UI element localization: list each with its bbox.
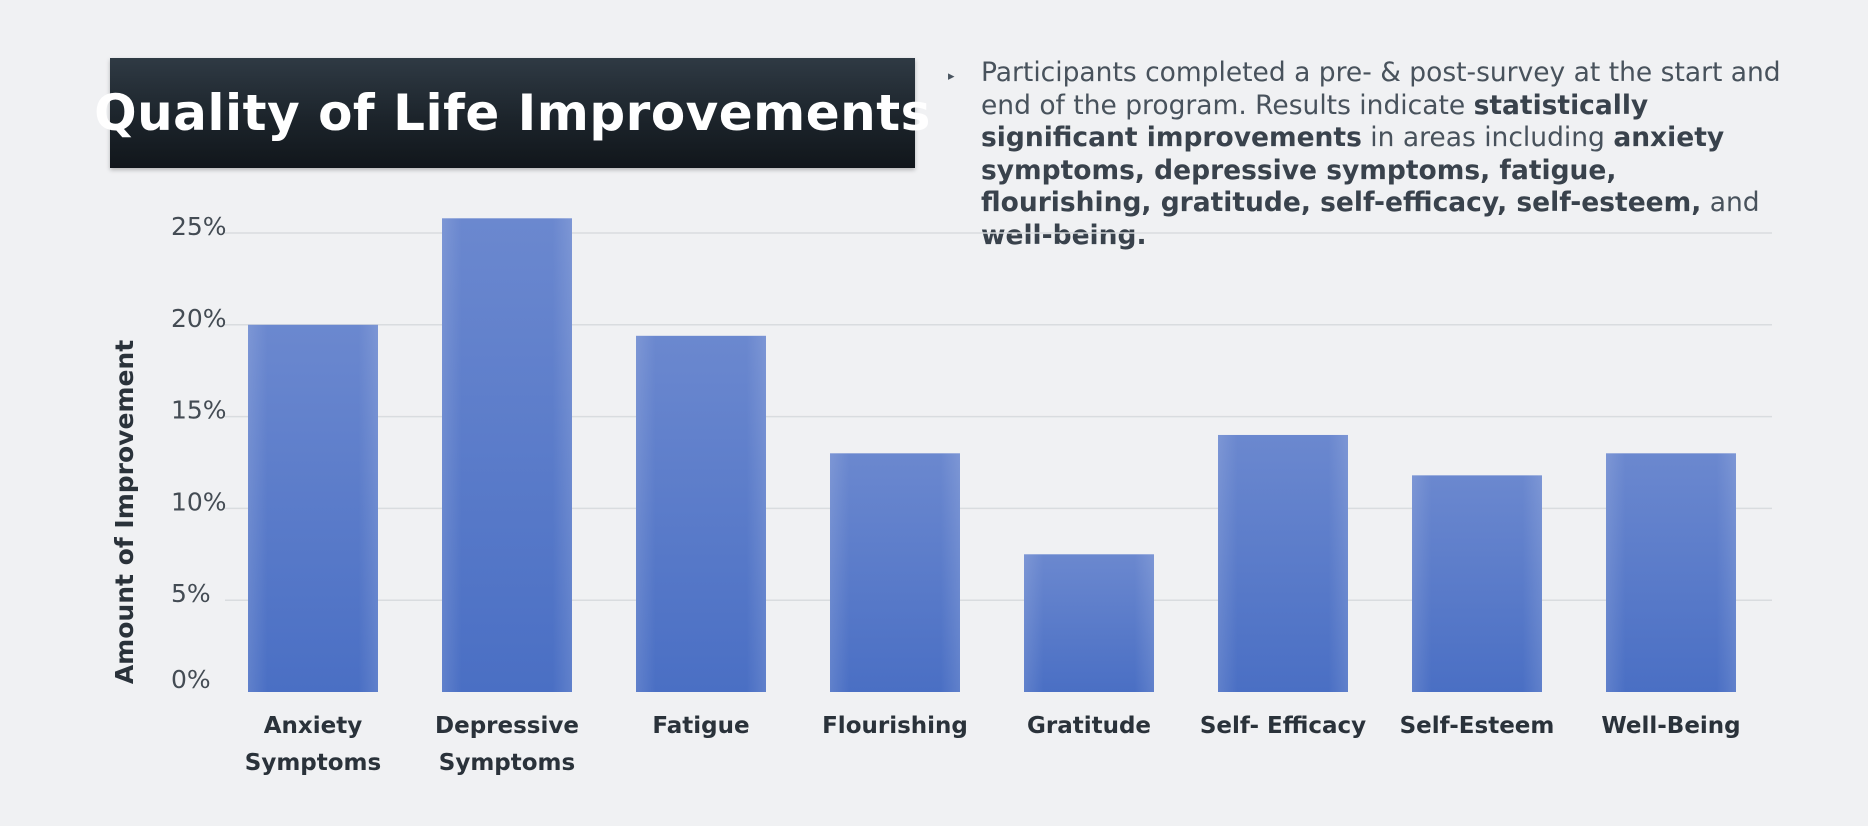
bar-highlight bbox=[1218, 434, 1348, 692]
y-tick-label: 5% bbox=[171, 579, 211, 608]
x-tick-label: Well-Being bbox=[1601, 713, 1740, 739]
y-tick-label: 15% bbox=[171, 396, 227, 425]
bullet-arrow-icon: ▸ bbox=[948, 69, 955, 84]
summary-segment: and bbox=[1701, 187, 1760, 218]
summary-segment: in areas including bbox=[1361, 122, 1614, 153]
x-tick-label-line: Self-Esteem bbox=[1400, 713, 1555, 739]
x-tick-label-line: Depressive bbox=[435, 713, 579, 739]
title-banner: Quality of Life Improvements bbox=[94, 58, 930, 168]
bar-highlight bbox=[1606, 453, 1736, 692]
x-tick-label: Self- Efficacy bbox=[1200, 713, 1366, 739]
y-tick-label: 20% bbox=[171, 304, 227, 333]
bar-highlight bbox=[248, 324, 378, 692]
y-tick-label: 25% bbox=[171, 212, 227, 241]
x-tick-label-line: Symptoms bbox=[439, 750, 575, 776]
x-tick-label-line: Self- Efficacy bbox=[1200, 713, 1366, 739]
summary-emphasis: statistically significant improvements bbox=[981, 89, 1649, 154]
summary-segment: Participants completed a pre- & post-sur… bbox=[981, 57, 1781, 121]
x-tick-label-line: Fatigue bbox=[652, 713, 749, 739]
bar-highlight bbox=[636, 335, 766, 692]
bar-highlight bbox=[830, 453, 960, 692]
summary-emphasis: anxiety symptoms, depressive symptoms, f… bbox=[981, 122, 1725, 218]
summary-text: Participants completed a pre- & post-sur… bbox=[981, 57, 1781, 252]
y-axis-label: Amount of Improvement bbox=[110, 340, 139, 684]
y-tick-label: 0% bbox=[171, 665, 211, 694]
x-tick-label-line: Symptoms bbox=[245, 750, 381, 776]
x-tick-label: Anxiety Symptoms bbox=[245, 713, 381, 776]
x-tick-label-line: Anxiety bbox=[264, 713, 362, 739]
x-tick-label: Depressive Symptoms bbox=[435, 713, 579, 776]
x-tick-label: Flourishing bbox=[822, 713, 968, 739]
x-tick-label-line: Gratitude bbox=[1027, 713, 1151, 739]
y-tick-label: 10% bbox=[171, 487, 227, 516]
x-tick-label: Fatigue bbox=[652, 713, 749, 739]
bar-highlight bbox=[1412, 475, 1542, 692]
bar-highlight bbox=[1024, 554, 1154, 692]
x-tick-label: Gratitude bbox=[1027, 713, 1151, 739]
x-tick-label-line: Flourishing bbox=[822, 713, 968, 739]
x-tick-label-line: Well-Being bbox=[1601, 713, 1740, 739]
x-tick-label: Self-Esteem bbox=[1400, 713, 1555, 739]
page-title: Quality of Life Improvements bbox=[94, 84, 931, 142]
summary-emphasis: well-being. bbox=[981, 219, 1147, 251]
bar-highlight bbox=[442, 218, 572, 692]
